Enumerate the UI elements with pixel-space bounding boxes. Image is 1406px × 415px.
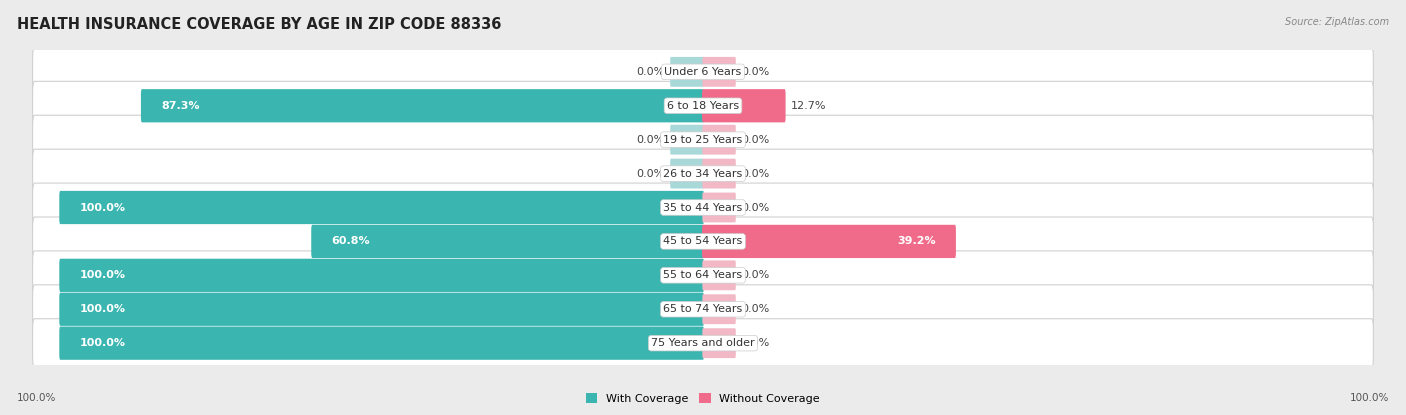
Text: 35 to 44 Years: 35 to 44 Years [664, 203, 742, 212]
FancyBboxPatch shape [703, 294, 735, 324]
Text: 0.0%: 0.0% [741, 270, 770, 280]
FancyBboxPatch shape [671, 159, 703, 188]
FancyBboxPatch shape [32, 285, 1374, 334]
Text: 12.7%: 12.7% [792, 101, 827, 111]
Text: 0.0%: 0.0% [636, 135, 665, 145]
Text: Source: ZipAtlas.com: Source: ZipAtlas.com [1285, 17, 1389, 27]
FancyBboxPatch shape [703, 125, 735, 155]
FancyBboxPatch shape [59, 259, 704, 292]
Text: 6 to 18 Years: 6 to 18 Years [666, 101, 740, 111]
FancyBboxPatch shape [141, 89, 704, 122]
FancyBboxPatch shape [671, 57, 703, 87]
FancyBboxPatch shape [32, 251, 1374, 300]
FancyBboxPatch shape [703, 328, 735, 358]
Text: 0.0%: 0.0% [741, 203, 770, 212]
FancyBboxPatch shape [59, 327, 704, 360]
FancyBboxPatch shape [32, 149, 1374, 198]
FancyBboxPatch shape [59, 191, 704, 224]
Text: 0.0%: 0.0% [741, 168, 770, 178]
Text: 100.0%: 100.0% [80, 270, 125, 280]
FancyBboxPatch shape [703, 159, 735, 188]
FancyBboxPatch shape [32, 81, 1374, 130]
Text: 100.0%: 100.0% [17, 393, 56, 403]
Text: 0.0%: 0.0% [636, 168, 665, 178]
Text: HEALTH INSURANCE COVERAGE BY AGE IN ZIP CODE 88336: HEALTH INSURANCE COVERAGE BY AGE IN ZIP … [17, 17, 502, 32]
Text: 75 Years and older: 75 Years and older [651, 338, 755, 348]
FancyBboxPatch shape [311, 225, 704, 258]
FancyBboxPatch shape [32, 183, 1374, 232]
Text: 0.0%: 0.0% [741, 304, 770, 314]
Text: 0.0%: 0.0% [636, 67, 665, 77]
Text: 0.0%: 0.0% [741, 135, 770, 145]
FancyBboxPatch shape [32, 115, 1374, 164]
Text: 55 to 64 Years: 55 to 64 Years [664, 270, 742, 280]
Text: 45 to 54 Years: 45 to 54 Years [664, 237, 742, 247]
Text: 100.0%: 100.0% [80, 203, 125, 212]
FancyBboxPatch shape [32, 217, 1374, 266]
FancyBboxPatch shape [702, 89, 786, 122]
Text: 100.0%: 100.0% [80, 304, 125, 314]
FancyBboxPatch shape [703, 260, 735, 290]
Text: 0.0%: 0.0% [741, 338, 770, 348]
Text: 26 to 34 Years: 26 to 34 Years [664, 168, 742, 178]
Text: 100.0%: 100.0% [80, 338, 125, 348]
FancyBboxPatch shape [671, 125, 703, 155]
Text: 65 to 74 Years: 65 to 74 Years [664, 304, 742, 314]
FancyBboxPatch shape [59, 293, 704, 326]
Text: 100.0%: 100.0% [1350, 393, 1389, 403]
Text: Under 6 Years: Under 6 Years [665, 67, 741, 77]
FancyBboxPatch shape [32, 319, 1374, 368]
Legend: With Coverage, Without Coverage: With Coverage, Without Coverage [586, 393, 820, 404]
Text: 0.0%: 0.0% [741, 67, 770, 77]
FancyBboxPatch shape [703, 193, 735, 222]
FancyBboxPatch shape [702, 225, 956, 258]
FancyBboxPatch shape [703, 57, 735, 87]
Text: 87.3%: 87.3% [162, 101, 200, 111]
Text: 19 to 25 Years: 19 to 25 Years [664, 135, 742, 145]
FancyBboxPatch shape [32, 47, 1374, 96]
Text: 39.2%: 39.2% [897, 237, 935, 247]
Text: 60.8%: 60.8% [332, 237, 370, 247]
